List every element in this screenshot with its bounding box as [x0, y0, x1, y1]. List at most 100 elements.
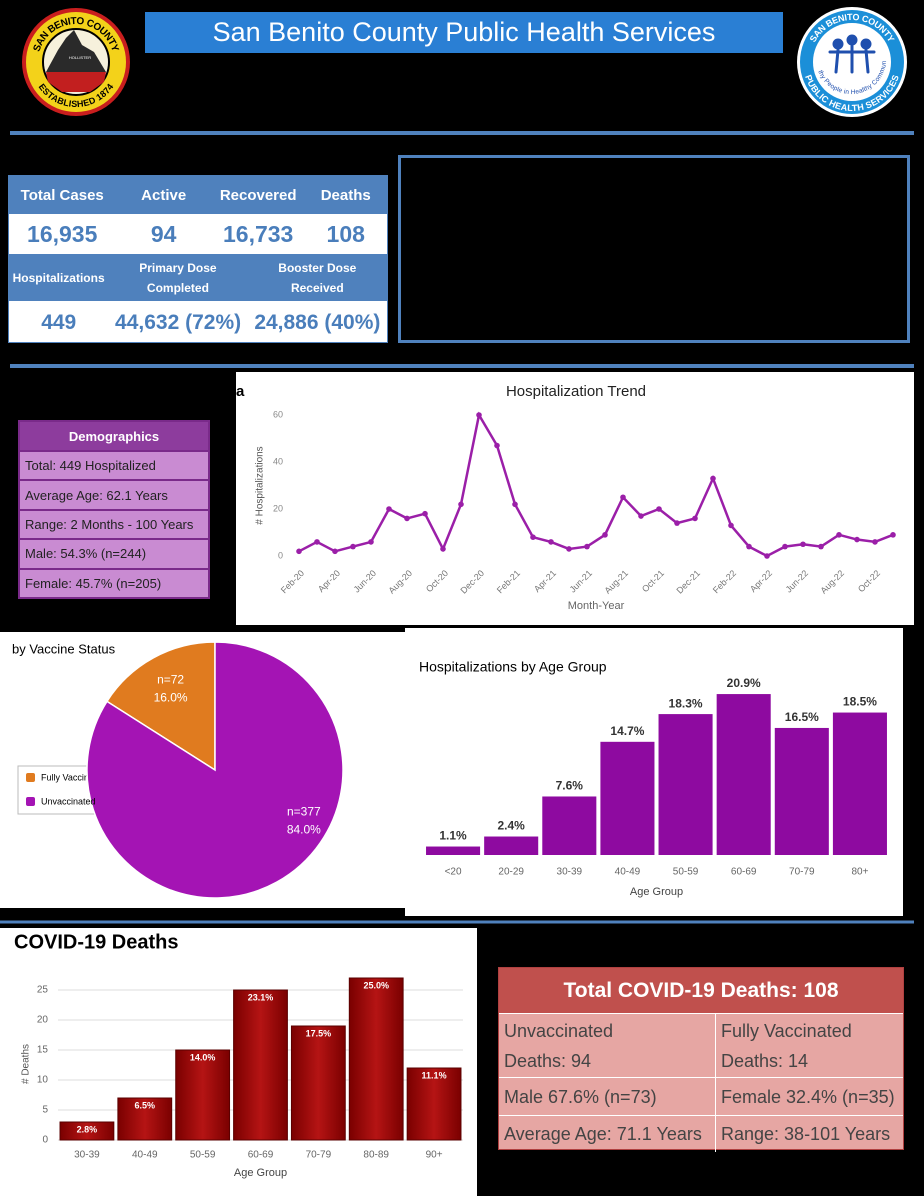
- summary-table: Total Cases Active Recovered Deaths 16,9…: [8, 175, 388, 343]
- x-tick-label: 80+: [851, 867, 868, 878]
- overlap-text: a: [236, 383, 245, 400]
- bar: [348, 977, 404, 1141]
- summary-value: 44,632 (72%): [115, 310, 242, 334]
- data-point: [710, 475, 716, 482]
- chart-title: by Vaccine Status: [12, 641, 116, 656]
- y-axis-label: # Hospitalizations: [255, 446, 266, 524]
- data-point: [836, 532, 842, 538]
- value-label: 18.5%: [843, 695, 877, 709]
- percent-label: 6.5%: [135, 1100, 156, 1110]
- y-tick-label: 60: [273, 409, 283, 419]
- summary-header: Active: [141, 186, 187, 204]
- data-point: [332, 548, 338, 555]
- percent-label: 25.0%: [363, 980, 389, 990]
- demographics-row: Range: 2 Months - 100 Years: [20, 511, 208, 541]
- x-tick-label: 20-29: [498, 867, 524, 878]
- bar: [774, 727, 829, 855]
- deaths-cell: Average Age: 71.1 Years: [504, 1124, 702, 1144]
- x-axis-label: Month-Year: [568, 600, 625, 612]
- y-tick-label: 0: [278, 550, 283, 560]
- data-point: [728, 522, 734, 529]
- pie-slice: [86, 641, 344, 899]
- data-point: [656, 506, 662, 512]
- page-title: San Benito County Public Health Services: [213, 17, 716, 47]
- data-point: [386, 506, 392, 512]
- demographics-row: Female: 45.7% (n=205): [25, 575, 162, 591]
- percent-label: 2.8%: [77, 1124, 98, 1134]
- data-point: [494, 442, 500, 449]
- bar: [658, 714, 713, 855]
- chart-title: Hospitalization Trend: [506, 383, 646, 400]
- summary-value: 24,886 (40%): [254, 310, 381, 334]
- x-tick-label: 90+: [426, 1150, 443, 1161]
- deaths-cell: Fully Vaccinated: [721, 1020, 852, 1041]
- deaths-table-title: Total COVID-19 Deaths: 108: [499, 968, 903, 1013]
- x-tick-label: 60-69: [731, 867, 757, 878]
- y-axis-label: # Deaths: [21, 1044, 32, 1084]
- value-label: 16.5%: [785, 710, 819, 724]
- x-tick-label: <20: [445, 867, 462, 878]
- legend-label: Fully Vaccinated: [41, 772, 106, 782]
- percent-label: 14.0%: [190, 1052, 216, 1062]
- legend-label: Unvaccinated: [41, 796, 96, 806]
- demographics-row: Average Age: 62.1 Years: [20, 481, 208, 511]
- summary-header: Deaths: [320, 186, 371, 204]
- data-point: [512, 501, 518, 508]
- data-point: [674, 520, 680, 526]
- data-point: [566, 546, 572, 552]
- legend-swatch: [26, 797, 35, 806]
- value-label: 14.7%: [610, 724, 644, 738]
- y-tick-label: 40: [273, 456, 283, 466]
- deaths-cell: Deaths: 94: [504, 1050, 592, 1071]
- legend-swatch: [26, 773, 35, 782]
- y-tick-label: 5: [42, 1105, 48, 1116]
- count-label: n=377: [287, 804, 321, 818]
- data-point: [692, 515, 698, 522]
- summary-value: 94: [150, 220, 177, 247]
- demographics-box: Demographics Total: 449 Hospitalized Ave…: [18, 420, 210, 599]
- summary-header: Hospitalizations: [12, 270, 105, 285]
- y-tick-label: 0: [42, 1135, 48, 1146]
- y-tick-label: 10: [37, 1075, 49, 1086]
- deaths-cell: Range: 38-101 Years: [721, 1124, 891, 1144]
- bar: [406, 1067, 462, 1141]
- data-point: [620, 494, 626, 501]
- summary-header: Total Cases: [20, 186, 104, 204]
- seal-city: HOLLISTER: [69, 55, 91, 60]
- data-point: [584, 543, 590, 550]
- data-point: [800, 541, 806, 548]
- x-tick-label: 80-89: [363, 1150, 389, 1161]
- data-point: [422, 510, 428, 517]
- deaths-cell: Male 67.6% (n=73): [504, 1086, 657, 1107]
- y-tick-label: 25: [37, 985, 49, 996]
- value-label: 20.9%: [727, 676, 761, 690]
- demographics-title: Demographics: [20, 422, 208, 452]
- data-point: [476, 412, 482, 418]
- bar: [542, 796, 597, 855]
- summary-value: 449: [41, 310, 77, 334]
- data-point: [872, 539, 878, 545]
- bar: [233, 989, 288, 1141]
- x-tick-label: 30-39: [557, 867, 583, 878]
- trend-panel: [236, 372, 914, 625]
- demographics-row: Male: 54.3% (n=244): [20, 540, 208, 570]
- x-tick-label: 40-49: [615, 867, 641, 878]
- data-point: [764, 553, 770, 559]
- x-axis-label: Age Group: [234, 1167, 287, 1179]
- data-point: [440, 546, 446, 552]
- x-tick-label: 60-69: [248, 1150, 274, 1161]
- y-tick-label: 20: [37, 1015, 49, 1026]
- value-label: 18.3%: [669, 696, 703, 710]
- data-point: [350, 543, 356, 550]
- percent-label: 17.5%: [306, 1028, 332, 1038]
- summary-header: Recovered: [219, 186, 297, 204]
- seal-ground: [46, 72, 106, 92]
- x-tick-label: 50-59: [673, 867, 699, 878]
- value-label: 16.0%: [154, 690, 188, 704]
- data-point: [368, 539, 374, 545]
- data-point: [890, 532, 896, 538]
- x-tick-label: 30-39: [74, 1150, 100, 1161]
- deaths-table: Total COVID-19 Deaths: 108 Unvaccinated D…: [498, 967, 904, 1152]
- seal-mountain: [46, 30, 106, 72]
- data-point: [602, 532, 608, 538]
